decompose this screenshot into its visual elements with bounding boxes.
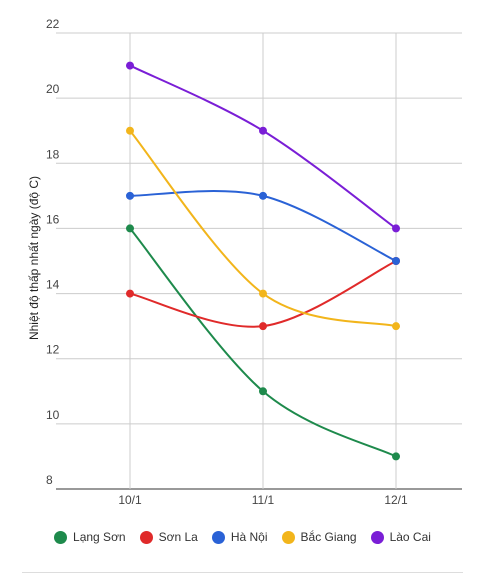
line-chart: 8 10 12 14 16 18 20 22 10/1 11/1 12/1 Nhiệt độ th…	[27, 17, 462, 507]
data-point	[392, 452, 400, 461]
legend-label: Hà Nội	[230, 530, 268, 544]
legend-swatch	[54, 530, 68, 544]
data-point	[259, 191, 267, 200]
legend-label: Lạng Sơn	[73, 530, 126, 544]
legend-swatch	[211, 530, 225, 544]
data-point	[126, 61, 134, 70]
y-tick-label: 18	[46, 147, 60, 161]
y-tick-label: 20	[46, 82, 60, 96]
bottom-divider	[22, 572, 463, 573]
x-axis-ticks: 10/1 11/1 12/1	[118, 493, 408, 507]
legend-item: Lạng Sơn	[54, 530, 126, 544]
grid	[56, 32, 462, 490]
y-tick-label: 8	[46, 473, 53, 487]
legend-label: Lào Cai	[389, 530, 431, 544]
data-point	[259, 387, 267, 396]
data-point	[126, 289, 134, 298]
data-point	[392, 224, 400, 233]
legend-label: Bắc Giang	[300, 530, 357, 544]
data-point	[259, 322, 267, 331]
y-tick-label: 14	[46, 278, 60, 292]
legend-swatch	[370, 530, 384, 544]
x-tick-label: 12/1	[384, 493, 408, 507]
data-point	[392, 322, 400, 331]
data-point	[126, 126, 134, 135]
y-axis-label: Nhiệt độ thấp nhất ngày (độ C)	[27, 176, 41, 340]
y-tick-label: 12	[46, 343, 60, 357]
legend: Lạng Sơn Sơn La Hà Nội Bắc Giang Lào Cai	[0, 524, 485, 550]
y-axis-ticks: 8 10 12 14 16 18 20 22	[46, 17, 60, 487]
y-tick-label: 16	[46, 212, 60, 226]
legend-item: Sơn La	[139, 530, 198, 544]
y-tick-label: 22	[46, 17, 60, 31]
data-point	[259, 289, 267, 298]
legend-item: Lào Cai	[370, 530, 431, 544]
data-point	[126, 224, 134, 233]
x-tick-label: 11/1	[252, 493, 275, 507]
series-points	[126, 61, 400, 461]
legend-label: Sơn La	[158, 530, 198, 544]
y-tick-label: 10	[46, 408, 60, 422]
data-point	[126, 191, 134, 200]
data-point	[392, 257, 400, 265]
legend-item: Bắc Giang	[281, 530, 357, 544]
x-tick-label: 10/1	[118, 493, 142, 507]
legend-swatch	[281, 530, 295, 544]
legend-swatch	[139, 530, 153, 544]
legend-item: Hà Nội	[211, 530, 268, 544]
data-point	[259, 126, 267, 135]
